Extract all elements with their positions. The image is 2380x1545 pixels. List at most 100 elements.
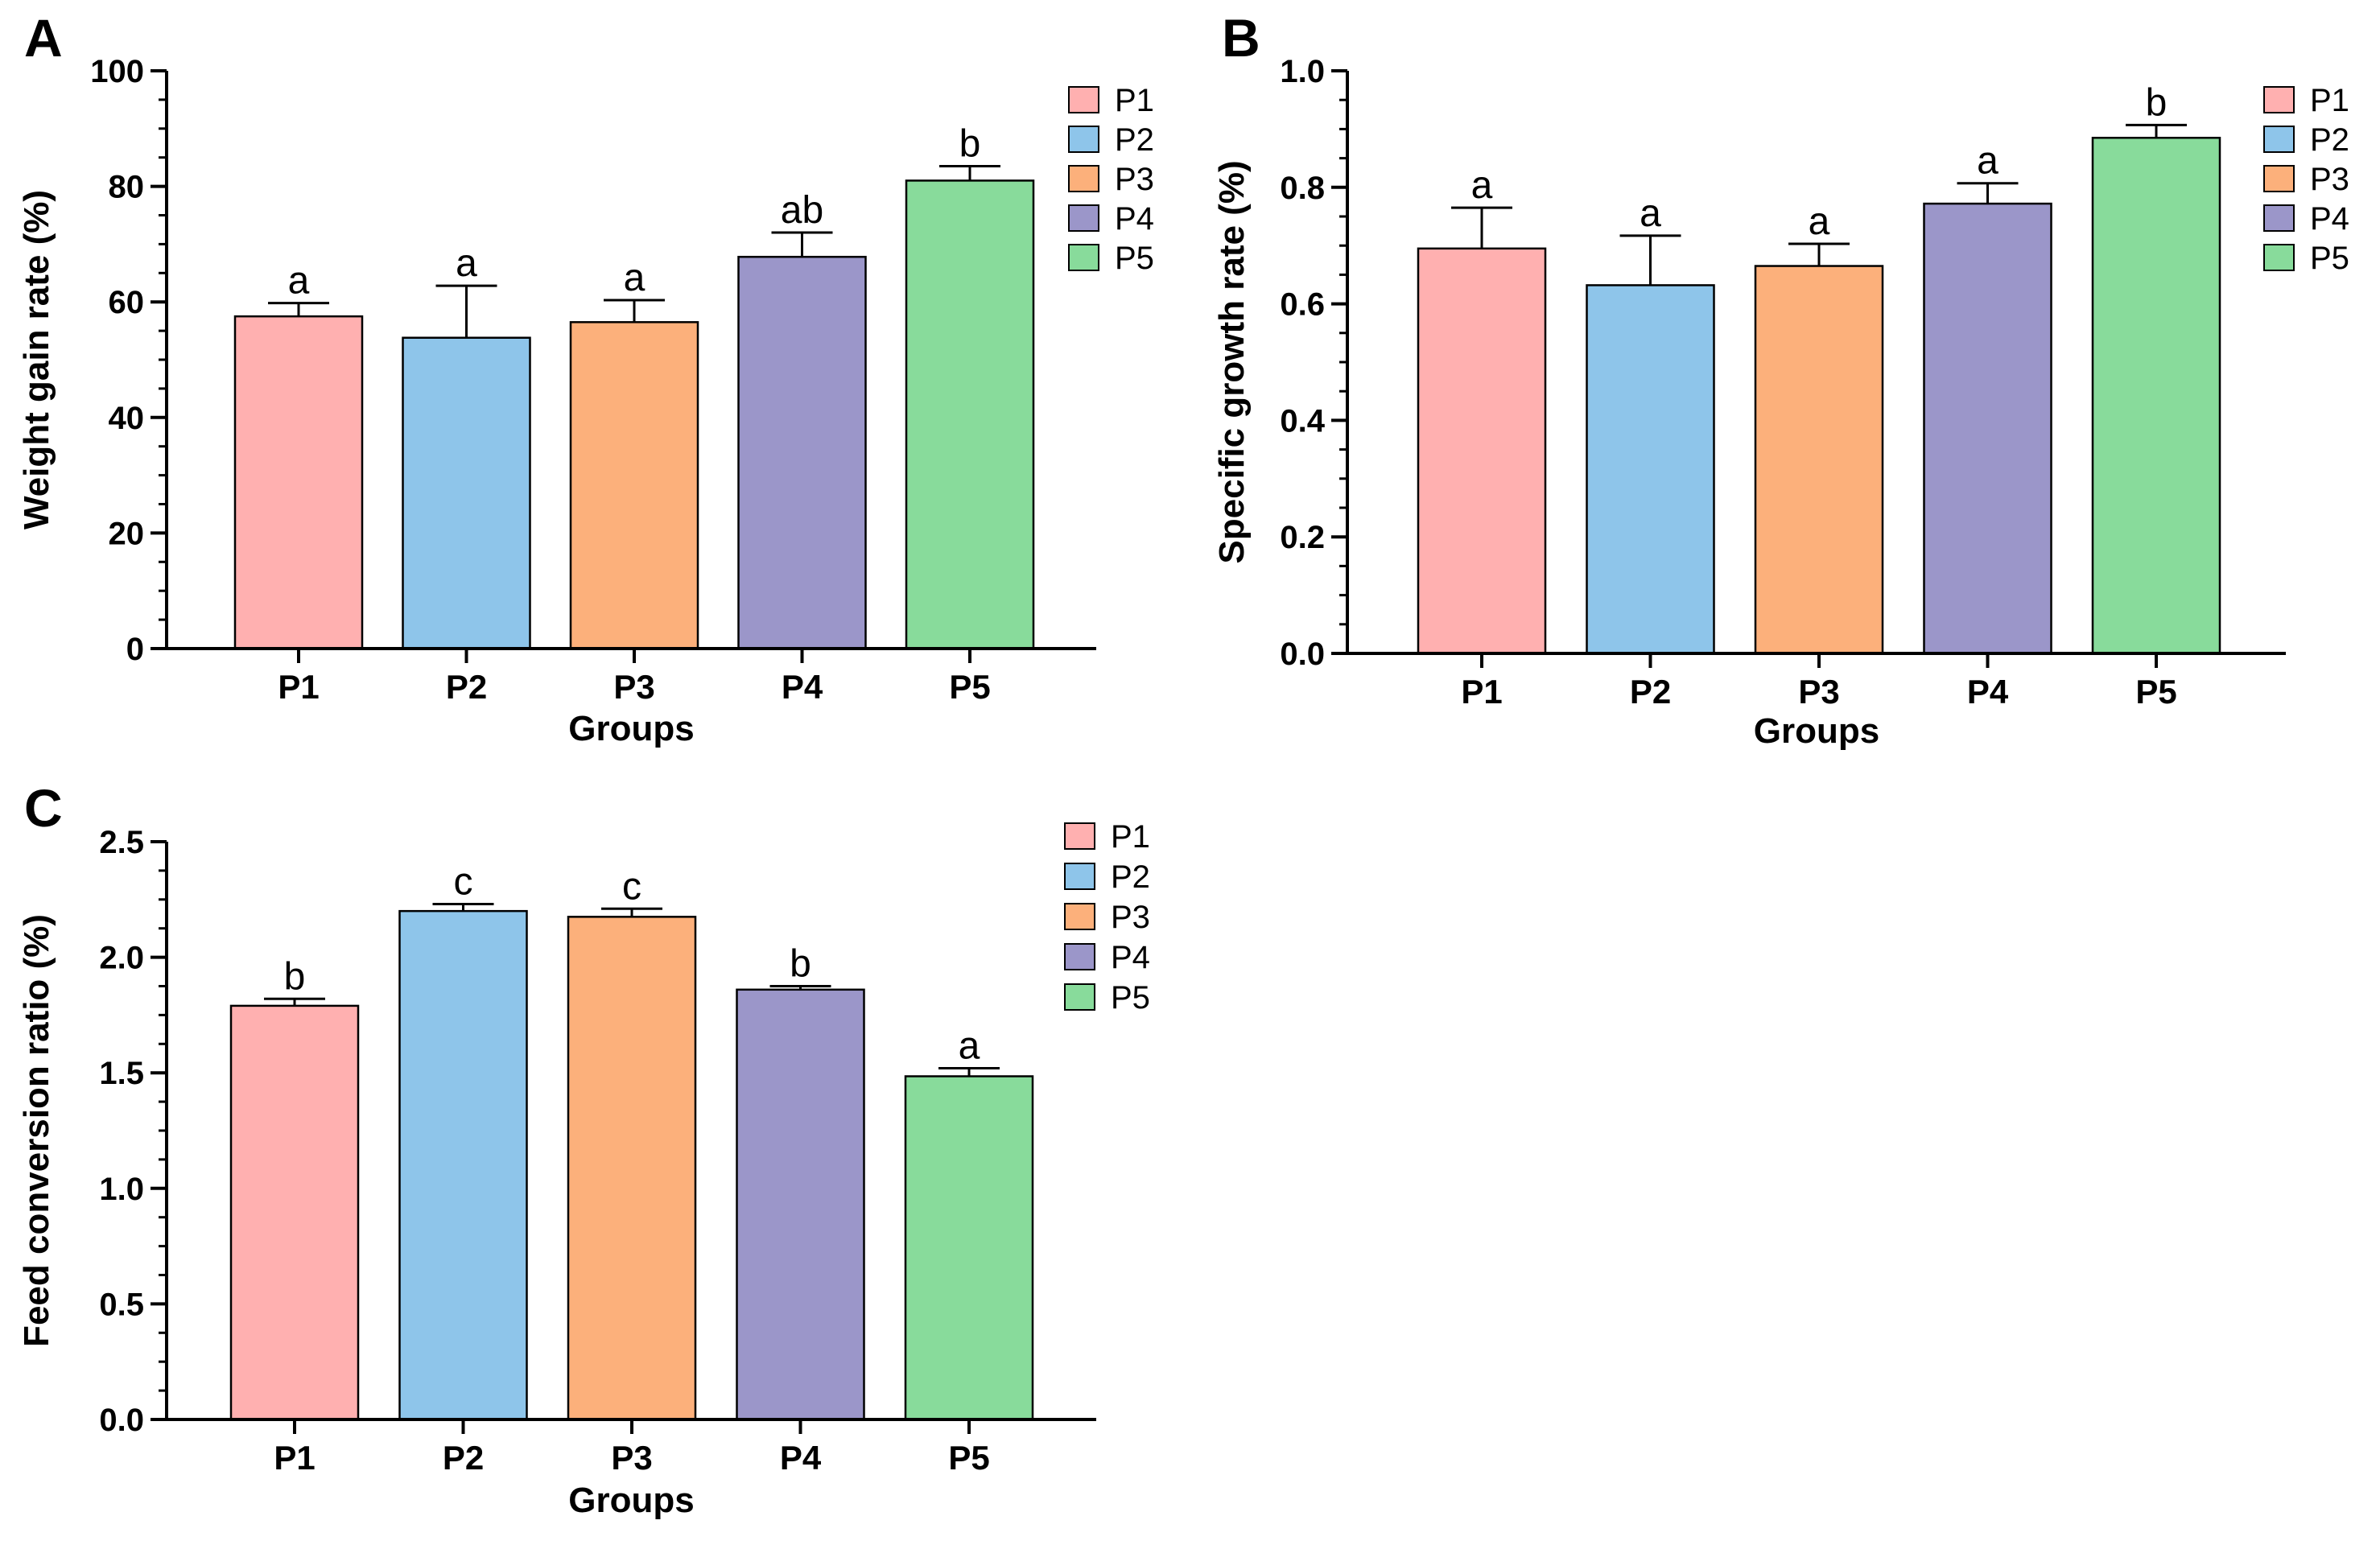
legend-swatch-b-p1 xyxy=(2263,86,2295,113)
bar-a-p3 xyxy=(569,321,699,650)
y-tick-label-b: 0.4 xyxy=(1280,403,1325,439)
x-axis-title-b: Groups xyxy=(1754,711,1879,751)
legend-label-c-p4: P4 xyxy=(1111,940,1150,975)
y-tick-label-c: 2.0 xyxy=(99,941,144,976)
legend-swatch-b-p4 xyxy=(2263,204,2295,232)
x-axis-title-c: Groups xyxy=(568,1481,694,1520)
y-tick-label-b: 1.0 xyxy=(1280,54,1325,89)
significance-label-c-p4: b xyxy=(790,943,811,986)
bar-b-p4 xyxy=(1923,202,2052,655)
x-tick-label-c-p5: P5 xyxy=(948,1439,989,1477)
significance-label-a-p5: b xyxy=(959,122,981,165)
legend-label-a-p1: P1 xyxy=(1115,83,1154,118)
y-tick-label-a: 40 xyxy=(109,401,145,436)
significance-label-a-p1: a xyxy=(288,260,310,303)
legend-swatch-b-p5 xyxy=(2263,244,2295,271)
bar-b-p5 xyxy=(2091,137,2221,655)
x-tick-label-a-p2: P2 xyxy=(446,668,487,706)
x-tick-label-b-p3: P3 xyxy=(1798,673,1839,711)
bar-b-p2 xyxy=(1586,284,1715,655)
legend-label-b-p5: P5 xyxy=(2310,241,2349,276)
y-tick-label-b: 0.6 xyxy=(1280,287,1325,323)
y-tick-label-c: 1.0 xyxy=(99,1172,144,1207)
bar-a-p1 xyxy=(233,315,364,650)
y-tick-label-a: 80 xyxy=(109,170,145,205)
y-tick-label-c: 0.5 xyxy=(99,1287,144,1322)
bar-c-p1 xyxy=(229,1004,360,1421)
x-tick-label-c-p3: P3 xyxy=(611,1439,652,1477)
significance-label-b-p4: a xyxy=(1977,140,1998,183)
legend-swatch-c-p2 xyxy=(1064,863,1095,890)
significance-label-c-p5: a xyxy=(959,1024,980,1067)
bar-c-p3 xyxy=(567,916,697,1421)
significance-label-a-p4: ab xyxy=(781,189,823,232)
y-axis-title-c: Feed conversion ratio (%) xyxy=(17,914,56,1347)
significance-label-b-p3: a xyxy=(1809,200,1830,243)
legend-label-c-p3: P3 xyxy=(1111,900,1150,935)
significance-label-b-p1: a xyxy=(1471,164,1493,207)
panel-c: Cb c c b a 0.0 0.5 1.0 1.5 2.0 2.5 P1 P2 P3 P4 P5 Groups… xyxy=(17,778,1150,1520)
panel-a: Aa a a ab b 0 20 40 60 80 100 P1 P2 P3 P4 P5 Groups Weigh… xyxy=(17,8,1154,748)
legend-swatch-a-p1 xyxy=(1068,86,1099,113)
x-tick-label-a-p5: P5 xyxy=(949,668,990,706)
significance-label-a-p3: a xyxy=(624,257,646,299)
y-tick-label-a: 20 xyxy=(109,516,145,551)
legend-swatch-b-p2 xyxy=(2263,126,2295,153)
significance-label-c-p1: b xyxy=(284,955,306,998)
bar-c-p2 xyxy=(398,909,528,1421)
bar-a-p2 xyxy=(402,336,531,650)
legend-swatch-a-p3 xyxy=(1068,165,1099,192)
legend-swatch-a-p2 xyxy=(1068,126,1099,153)
bar-c-p4 xyxy=(736,988,865,1421)
x-tick-label-a-p3: P3 xyxy=(613,668,654,706)
x-tick-label-a-p1: P1 xyxy=(278,668,319,706)
legend-swatch-a-p5 xyxy=(1068,244,1099,271)
significance-label-a-p2: a xyxy=(456,242,477,285)
x-tick-label-c-p2: P2 xyxy=(443,1439,484,1477)
y-tick-label-c: 0.0 xyxy=(99,1403,144,1438)
legend-label-a-p5: P5 xyxy=(1115,241,1154,276)
legend-label-a-p4: P4 xyxy=(1115,201,1154,237)
bar-a-p5 xyxy=(905,179,1035,650)
legend-label-c-p1: P1 xyxy=(1111,819,1150,855)
y-tick-label-a: 60 xyxy=(109,285,145,320)
y-axis-title-b: Specific growth rate (%) xyxy=(1212,160,1252,563)
significance-label-c-p2: c xyxy=(454,861,473,904)
panel-letter-c: C xyxy=(24,778,63,838)
significance-label-b-p5: b xyxy=(2146,81,2168,124)
x-tick-label-b-p5: P5 xyxy=(2135,673,2176,711)
bar-a-p4 xyxy=(737,255,867,650)
legend-swatch-c-p4 xyxy=(1064,943,1095,970)
significance-label-c-p3: c xyxy=(622,865,641,908)
y-tick-label-c: 2.5 xyxy=(99,825,144,860)
y-tick-label-c: 1.5 xyxy=(99,1056,144,1091)
legend-swatch-b-p3 xyxy=(2263,165,2295,192)
bar-c-p5 xyxy=(904,1075,1034,1421)
y-tick-label-b: 0.8 xyxy=(1280,171,1325,206)
legend-swatch-a-p4 xyxy=(1068,204,1099,232)
legend-label-b-p4: P4 xyxy=(2310,201,2349,237)
x-tick-label-a-p4: P4 xyxy=(782,668,823,706)
y-tick-label-a: 0 xyxy=(126,632,144,667)
legend-swatch-c-p1 xyxy=(1064,822,1095,850)
legend-label-a-p2: P2 xyxy=(1115,122,1154,158)
x-tick-label-b-p4: P4 xyxy=(1967,673,2009,711)
x-tick-label-b-p1: P1 xyxy=(1461,673,1502,711)
y-tick-label-b: 0.0 xyxy=(1280,637,1325,672)
legend-swatch-c-p5 xyxy=(1064,983,1095,1011)
x-axis-title-a: Groups xyxy=(568,709,694,748)
legend-label-a-p3: P3 xyxy=(1115,162,1154,197)
legend-label-c-p5: P5 xyxy=(1111,980,1150,1016)
bar-b-p1 xyxy=(1417,247,1547,655)
panel-letter-a: A xyxy=(24,8,63,68)
legend-label-c-p2: P2 xyxy=(1111,859,1150,895)
panel-b: Ba a a a b 0.0 0.2 0.4 0.6 0.8 1.0 P1 P2 P3 P4 P5 Groups… xyxy=(1212,8,2349,751)
legend-swatch-c-p3 xyxy=(1064,903,1095,930)
x-tick-label-c-p4: P4 xyxy=(780,1439,822,1477)
x-tick-label-c-p1: P1 xyxy=(274,1439,315,1477)
panel-letter-b: B xyxy=(1222,8,1260,68)
y-axis-title-a: Weight gain rate (%) xyxy=(17,190,56,529)
legend-label-b-p3: P3 xyxy=(2310,162,2349,197)
bar-b-p3 xyxy=(1754,265,1884,655)
